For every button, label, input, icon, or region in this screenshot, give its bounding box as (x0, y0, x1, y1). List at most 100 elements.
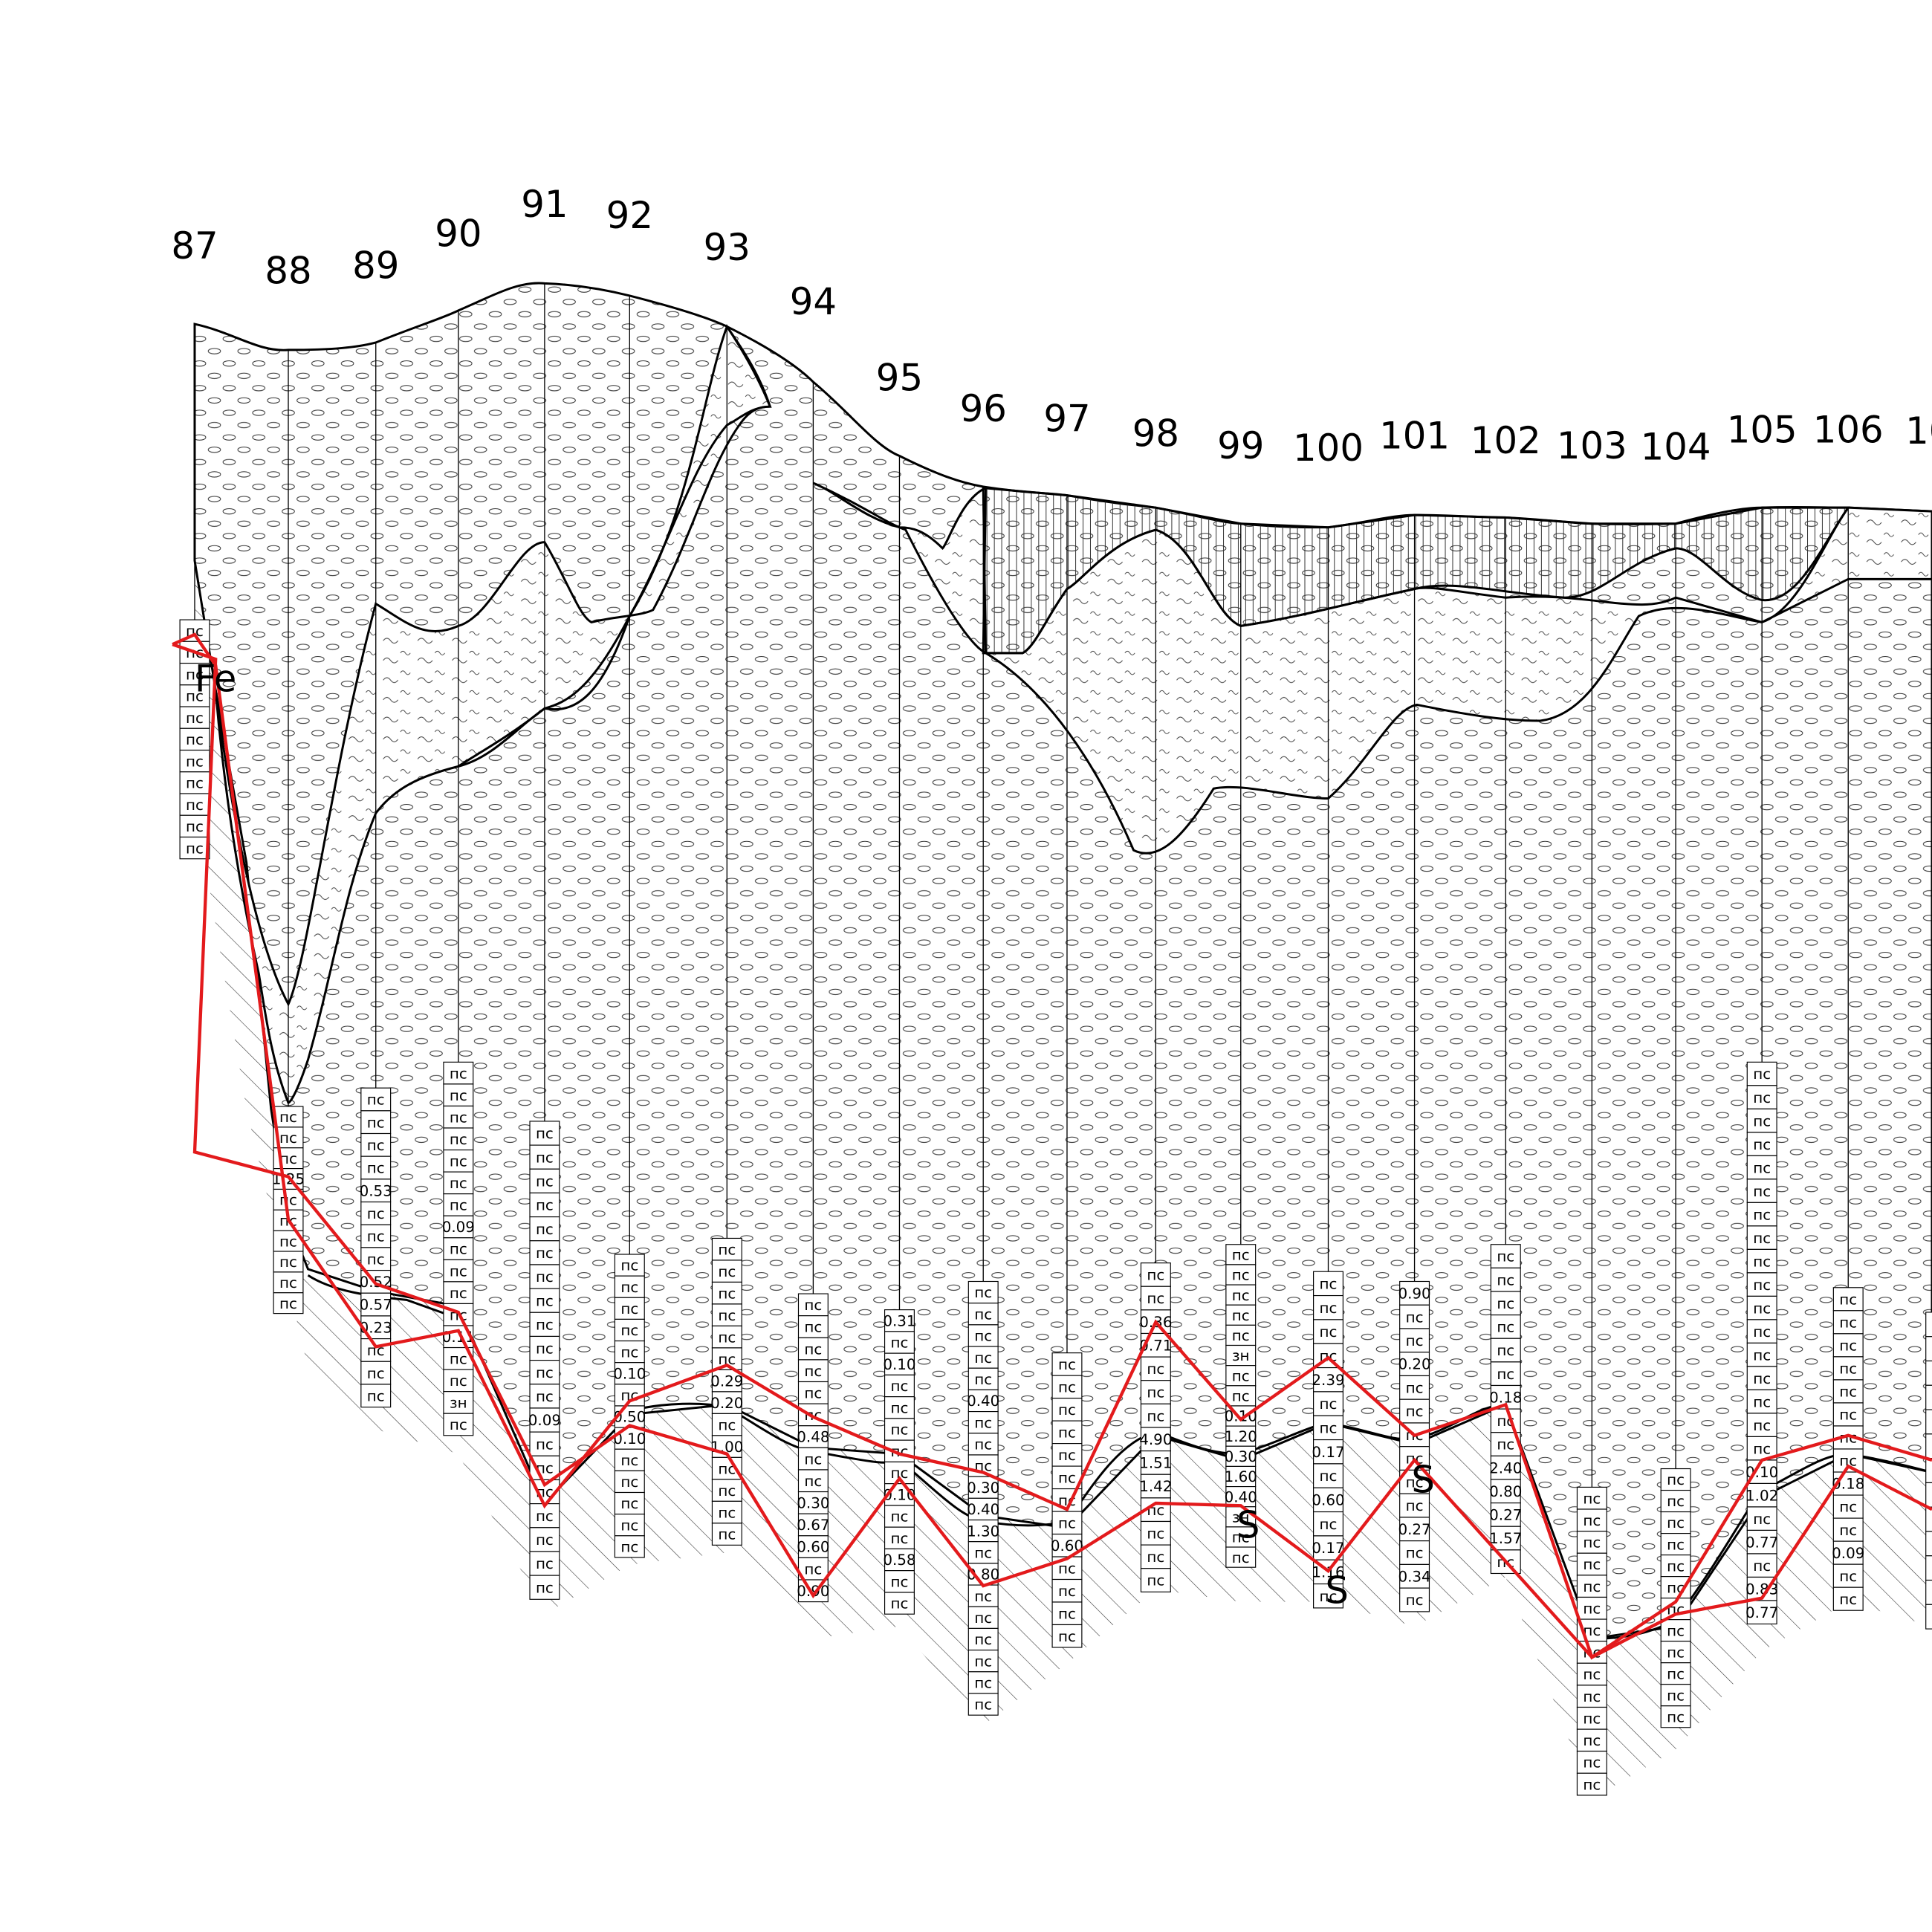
sample-value: пс (890, 1422, 908, 1439)
sample-cell (1832, 1517, 1864, 1542)
sample-cell (614, 1275, 645, 1298)
sample-value: 0.18 (1489, 1389, 1522, 1406)
sample-cell (1925, 1433, 1932, 1459)
sample-value: пс (1839, 1291, 1857, 1308)
sample-cell (1925, 1482, 1932, 1508)
sample-value: пс (1753, 1277, 1771, 1294)
sample-value: пс (1147, 1525, 1164, 1542)
sample-value: пс (1583, 1622, 1601, 1639)
sample-cell (1051, 1601, 1083, 1626)
sample-value: пс (1232, 1327, 1250, 1344)
sample-value: пс (1058, 1514, 1076, 1531)
sample-cell (360, 1224, 392, 1248)
sample-cell (1313, 1463, 1343, 1488)
sample-value: пс (620, 1300, 638, 1317)
sample-value: 1.30 (967, 1523, 999, 1540)
sample-value: пс (367, 1387, 385, 1404)
sample-value: пс (718, 1329, 736, 1346)
sample-cell (967, 1627, 999, 1651)
sample-value: пс (1147, 1549, 1164, 1566)
sample-cell (967, 1693, 999, 1716)
sample-value: пс (718, 1241, 736, 1258)
sample-value: пс (279, 1150, 297, 1167)
sample-value: пс (620, 1343, 638, 1361)
sample-cell (1576, 1772, 1607, 1796)
sample-value: пс (1583, 1600, 1601, 1617)
sample-value: пс (1753, 1511, 1771, 1528)
sample-value: пс (718, 1526, 736, 1543)
sample-cell (1225, 1526, 1257, 1548)
sample-value: пс (1058, 1424, 1076, 1442)
sample-cell (884, 1418, 915, 1441)
sample-cell (711, 1260, 742, 1283)
sample-cell (360, 1132, 392, 1157)
sample-value: пс (804, 1450, 822, 1468)
sample-cell (179, 771, 210, 794)
sample-value: пс (1753, 1393, 1771, 1410)
sample-cell (1140, 1568, 1171, 1592)
sample-cell (1225, 1445, 1257, 1468)
sample-cell (1576, 1685, 1607, 1708)
sample-cell (711, 1479, 742, 1502)
sample-value: пс (1753, 1159, 1771, 1176)
sample-cell (1140, 1544, 1171, 1569)
sample-value: пс (1839, 1361, 1857, 1378)
sample-cell (360, 1087, 392, 1112)
borehole-label: 103 (1557, 424, 1627, 467)
sample-value: пс (367, 1365, 385, 1382)
sample-value: пс (1320, 1300, 1338, 1317)
sample-value: пс (536, 1268, 554, 1286)
sample-value: пс (1753, 1183, 1771, 1200)
sample-value: пс (279, 1192, 297, 1209)
sample-cell (1660, 1555, 1691, 1578)
sample-value: пс (1753, 1440, 1771, 1457)
sample-value: пс (536, 1579, 554, 1596)
sample-value: пс (718, 1460, 736, 1477)
sample-value: пс (1058, 1401, 1076, 1419)
borehole-label: 91 (521, 183, 568, 226)
sample-value: 0.53 (360, 1182, 392, 1199)
sample-cell (1399, 1587, 1430, 1612)
sample-cell (884, 1396, 915, 1419)
sample-value: зн (1232, 1347, 1250, 1364)
sample-cell (443, 1149, 474, 1173)
sample-value: пс (1583, 1732, 1601, 1749)
sample-value: пс (1147, 1384, 1164, 1401)
sample-cell (1746, 1366, 1777, 1390)
sample-cell (1925, 1604, 1932, 1630)
sample-cell (884, 1331, 915, 1354)
sample-cell (1051, 1578, 1083, 1603)
sample-value: пс (1320, 1395, 1338, 1413)
sample-value: пс (718, 1307, 736, 1324)
sample-cell (1140, 1262, 1171, 1287)
sample-value: пс (1583, 1490, 1601, 1507)
borehole-label: 87 (171, 224, 218, 268)
sample-cell (1925, 1312, 1932, 1338)
sample-cell (1832, 1540, 1864, 1565)
sample-cell (1140, 1474, 1171, 1499)
sample-cell (443, 1237, 474, 1260)
sample-cell (1399, 1563, 1430, 1589)
sample-value: пс (1667, 1557, 1685, 1575)
sample-cell (273, 1292, 304, 1315)
sample-value: пс (1583, 1776, 1601, 1793)
sample-value: пс (890, 1335, 908, 1352)
sample-cell (1660, 1705, 1691, 1728)
sample-value: пс (536, 1555, 554, 1572)
sample-value: пс (1753, 1230, 1771, 1247)
sample-value: пс (1232, 1267, 1250, 1284)
profile-line (172, 643, 1932, 1659)
sample-cell (1576, 1575, 1607, 1598)
borehole-label: 105 (1727, 408, 1798, 451)
sample-cell (1490, 1361, 1521, 1387)
sample-value: пс (804, 1319, 822, 1336)
sample-cell (1660, 1468, 1691, 1491)
sample-cell (443, 1083, 474, 1107)
sample-value: пс (1406, 1379, 1424, 1396)
sample-cell (1746, 1202, 1777, 1227)
sample-cell (1832, 1586, 1864, 1611)
sample-value: 0.17 (1312, 1444, 1344, 1461)
sample-value: пс (536, 1221, 554, 1238)
sample-value: пс (974, 1588, 992, 1605)
sample-value: пс (450, 1087, 467, 1104)
